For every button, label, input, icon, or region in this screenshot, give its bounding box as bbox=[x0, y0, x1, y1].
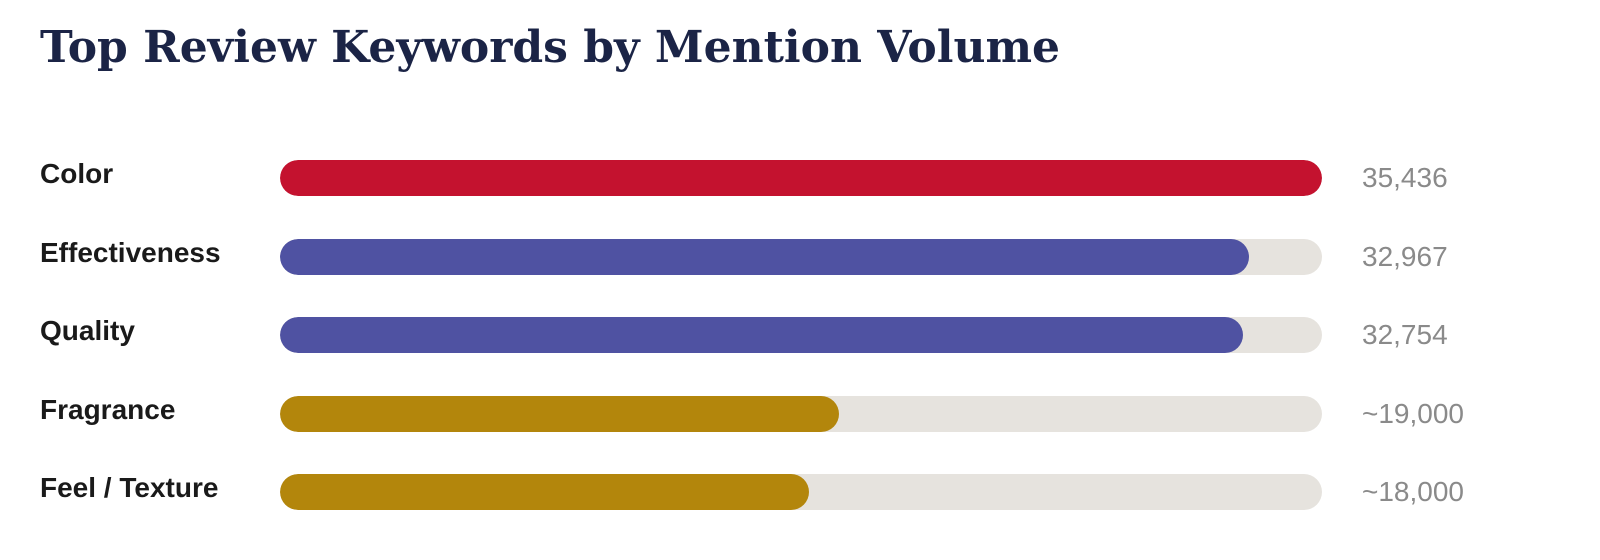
bar bbox=[280, 395, 839, 432]
bar-track bbox=[280, 317, 1322, 353]
bar-value-label: 35,436 bbox=[1362, 162, 1448, 193]
bar-track bbox=[280, 160, 1322, 196]
bar bbox=[280, 238, 1249, 275]
bar-label: Effectiveness bbox=[40, 236, 221, 268]
bar-track bbox=[280, 474, 1322, 510]
bar-label: Fragrance bbox=[40, 393, 176, 425]
bar-value-label: ~19,000 bbox=[1362, 397, 1464, 429]
bar-row-feel-texture: Feel / Texture ~18,000 bbox=[0, 472, 1600, 512]
bar-label: Color bbox=[40, 158, 114, 189]
bar-row-quality: Quality 32,754 bbox=[0, 315, 1600, 355]
bar-label: Quality bbox=[40, 315, 135, 346]
bar-value-label: 32,967 bbox=[1362, 240, 1448, 272]
bar-track bbox=[280, 395, 1322, 432]
bar-track bbox=[280, 238, 1322, 275]
bar-row-color: Color 35,436 bbox=[0, 158, 1600, 198]
bar-value-label: ~18,000 bbox=[1362, 476, 1464, 507]
bar-label: Feel / Texture bbox=[40, 472, 219, 503]
bar-row-effectiveness: Effectiveness 32,967 bbox=[0, 237, 1600, 277]
chart-title: Top Review Keywords by Mention Volume bbox=[40, 22, 1060, 73]
bar-value-label: 32,754 bbox=[1362, 319, 1448, 350]
bar bbox=[280, 317, 1243, 353]
bar bbox=[280, 474, 809, 510]
bar bbox=[280, 160, 1322, 196]
bar-row-fragrance: Fragrance ~19,000 bbox=[0, 394, 1600, 434]
